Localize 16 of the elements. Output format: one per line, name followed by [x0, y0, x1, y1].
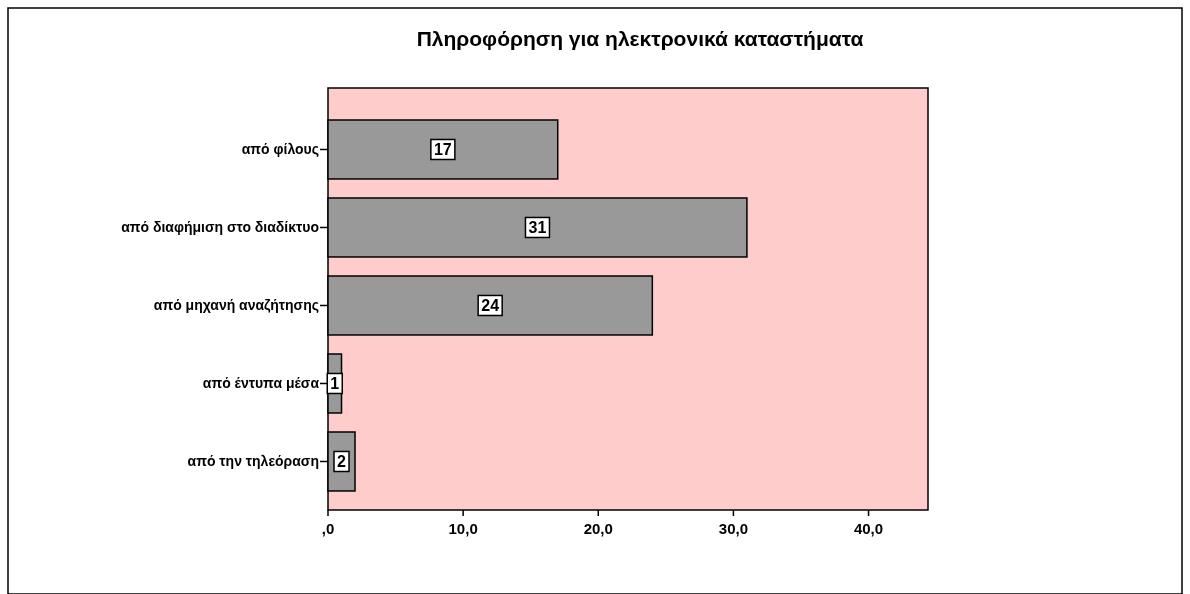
y-tick-label: από διαφήμιση στο διαδίκτυο [121, 219, 319, 236]
x-tick-label: 30,0 [718, 520, 749, 537]
x-tick-label: 20,0 [583, 520, 613, 537]
x-tick-label: 40,0 [853, 520, 884, 537]
y-tick-label: από την τηλεόραση [187, 453, 319, 470]
y-tick-label: από μηχανή αναζήτησης [153, 297, 319, 314]
x-tick-label: ,0 [321, 520, 335, 537]
y-tick-label: από φίλους [241, 141, 319, 158]
data-label: 31 [528, 219, 547, 237]
data-label: 1 [330, 375, 340, 393]
data-label: 24 [481, 297, 500, 315]
chart-title: Πληροφόρηση για ηλεκτρονικά καταστήματα [416, 27, 864, 50]
data-label: 17 [433, 141, 452, 159]
data-label: 2 [337, 453, 347, 471]
y-tick-label: από έντυπα μέσα [202, 375, 320, 392]
x-tick-label: 10,0 [448, 520, 478, 537]
